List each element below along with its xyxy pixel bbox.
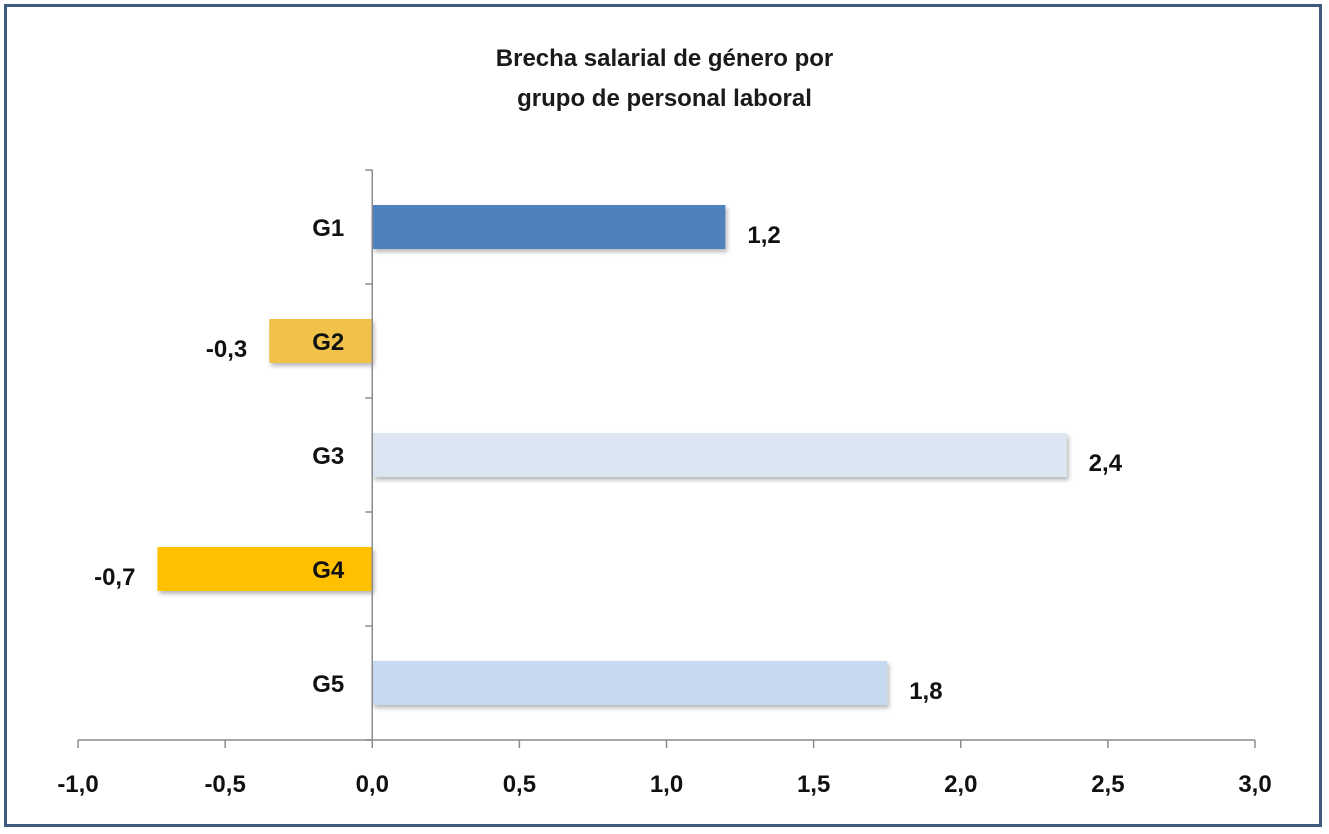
bar-g4 (157, 547, 373, 591)
x-tick-label: 1,0 (650, 771, 683, 798)
data-label-g2: -0,3 (206, 336, 247, 363)
x-tick-label: -0,5 (204, 771, 245, 798)
data-label-g1: 1,2 (747, 222, 780, 249)
x-tick-label: 0,5 (503, 771, 536, 798)
bar-g3 (372, 433, 1067, 477)
x-tick-label: 2,5 (1091, 771, 1124, 798)
data-label-g4: -0,7 (94, 564, 135, 591)
category-label-g2: G2 (312, 329, 344, 356)
x-tick-label: 2,0 (944, 771, 977, 798)
data-label-g3: 2,4 (1089, 450, 1123, 477)
bar-g2 (269, 319, 373, 363)
x-tick-label: 0,0 (356, 771, 389, 798)
chart-title-line-1: Brecha salarial de género por (495, 45, 834, 72)
bar-g1 (372, 205, 726, 249)
category-label-g5: G5 (312, 671, 344, 698)
data-label-g5: 1,8 (909, 678, 942, 705)
chart-title-line-2: grupo de personal laboral (517, 85, 812, 112)
x-tick-label: -1,0 (57, 771, 98, 798)
category-label-g3: G3 (312, 443, 344, 470)
x-tick-label: 1,5 (797, 771, 830, 798)
category-label-g4: G4 (312, 557, 345, 584)
category-label-g1: G1 (312, 215, 344, 242)
x-tick-label: 3,0 (1238, 771, 1271, 798)
bar-g5 (372, 661, 888, 705)
